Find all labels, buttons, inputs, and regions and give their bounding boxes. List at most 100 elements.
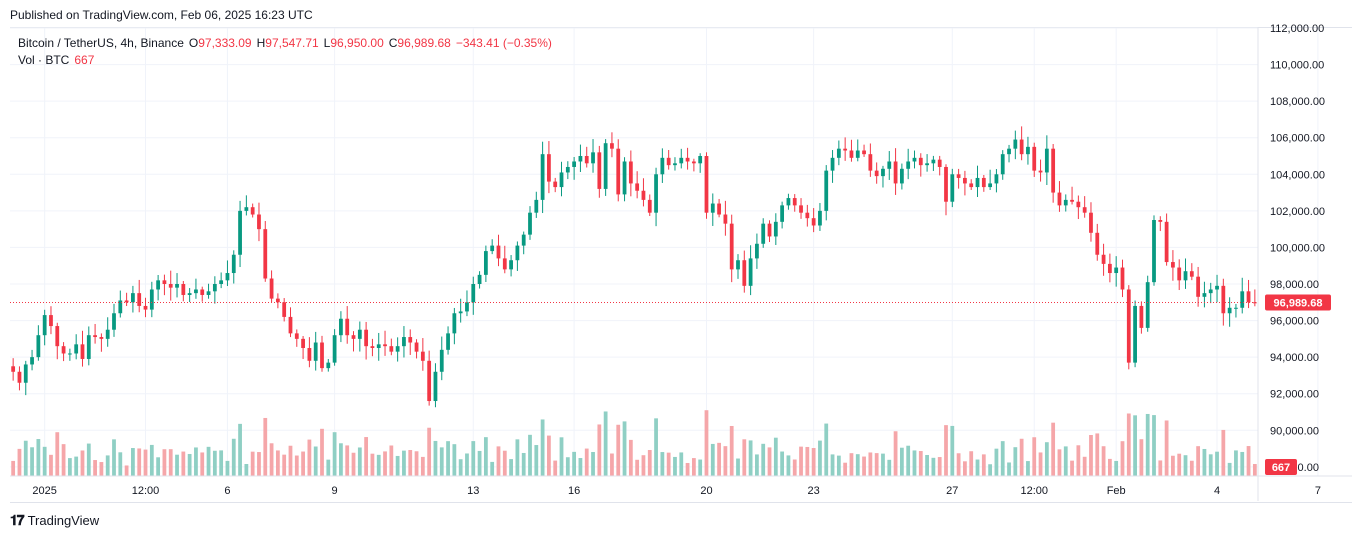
x-tick-label: 12:00: [132, 485, 160, 497]
candle-body: [118, 300, 123, 314]
volume-bar: [149, 444, 154, 476]
volume-bar: [944, 425, 948, 476]
candle-body: [717, 203, 721, 215]
candle-body: [899, 168, 904, 184]
candle-body: [74, 344, 79, 354]
candle-body: [181, 284, 186, 295]
candle-body: [1026, 146, 1030, 155]
volume-bar: [988, 464, 993, 476]
volume-bar: [1252, 464, 1257, 476]
tradingview-logo-icon: 𝟏𝟕: [10, 512, 25, 528]
candle-body: [584, 156, 589, 164]
x-tick-label: 20: [700, 485, 712, 497]
candle-body: [301, 338, 305, 348]
footer[interactable]: 𝟏𝟕 TradingView: [10, 512, 99, 529]
candle-body: [818, 210, 822, 226]
candle-body: [439, 349, 444, 372]
open-label: O: [188, 36, 199, 50]
low-value: 96,950.00: [330, 36, 384, 50]
volume-bar: [937, 457, 942, 476]
candle-body: [1107, 263, 1112, 274]
volume-bar: [414, 451, 419, 476]
volume-bar: [345, 445, 350, 476]
candle-body: [376, 344, 381, 348]
candle-body: [502, 258, 507, 270]
candle-body: [1189, 271, 1194, 277]
candle-body: [86, 335, 91, 359]
y-tick-label: 106,000.00: [1270, 133, 1325, 145]
volume-bar: [326, 459, 331, 476]
volume-bar: [452, 444, 457, 476]
x-tick-label: Feb: [1107, 485, 1126, 497]
candle-body: [918, 157, 923, 166]
volume-bar: [357, 447, 362, 476]
candle-body: [465, 302, 469, 312]
candle-body: [1038, 170, 1043, 173]
volume-bar: [773, 437, 778, 476]
volume-label: Vol · BTC: [18, 53, 70, 67]
volume-bar: [811, 448, 816, 476]
candle-body: [263, 229, 268, 279]
y-tick-label: 96,000.00: [1270, 316, 1319, 328]
volume-bar: [1158, 460, 1163, 476]
high-value: 97,547.71: [265, 36, 319, 50]
candle-body: [1196, 276, 1201, 297]
volume-bar: [515, 439, 520, 476]
candle-body: [49, 315, 53, 327]
volume-bar: [263, 417, 268, 476]
volume-bar: [383, 451, 387, 476]
candle-body: [30, 357, 34, 365]
volume-bar: [868, 452, 873, 476]
volume-bar: [780, 451, 785, 476]
volume-bar: [1120, 441, 1125, 476]
close-value: 96,989.68: [397, 36, 451, 50]
candle-body: [446, 333, 450, 350]
volume-bar: [691, 458, 696, 476]
volume-bar: [1152, 415, 1156, 476]
candle-body: [1126, 289, 1131, 363]
candle-body: [1000, 154, 1005, 175]
volume-bar: [465, 453, 469, 476]
candle-body: [937, 159, 942, 167]
volume-bar: [395, 455, 400, 476]
candle-body: [61, 346, 66, 354]
candle-body: [666, 157, 671, 166]
volume-bars: [11, 410, 1257, 476]
candle-body: [257, 214, 261, 230]
candle-body: [351, 335, 356, 339]
volume-bar: [603, 411, 608, 476]
candle-body: [1133, 305, 1137, 363]
volume-bar: [584, 448, 589, 476]
candle-body: [881, 168, 885, 177]
candle-body: [206, 291, 211, 295]
volume-bar: [767, 447, 772, 476]
volume-bar: [899, 447, 904, 476]
volume-bar: [439, 447, 444, 476]
volume-bar: [981, 454, 986, 476]
candle-body: [1057, 192, 1062, 206]
volume-bar: [748, 440, 753, 476]
candle-body: [55, 326, 60, 347]
candle-body: [603, 143, 608, 189]
volume-bar: [250, 451, 255, 476]
volume-bar: [1215, 451, 1219, 476]
candle-body: [383, 344, 387, 347]
volume-bar: [1070, 460, 1074, 476]
x-tick-label: 23: [808, 485, 820, 497]
candle-body: [408, 337, 413, 343]
candle-body: [225, 273, 230, 281]
volume-bar: [402, 450, 406, 476]
candle-body: [1120, 267, 1125, 290]
volume-bar: [805, 446, 810, 476]
chart-legend: Bitcoin / TetherUS, 4h, Binance O97,333.0…: [18, 35, 552, 69]
volume-bar: [320, 428, 324, 476]
volume-bar: [420, 456, 425, 476]
candle-body: [1227, 307, 1232, 314]
volume-bar: [622, 421, 627, 476]
x-tick-label: 13: [467, 485, 479, 497]
volume-bar: [194, 447, 198, 476]
candle-body: [1082, 207, 1087, 213]
candle-body: [862, 150, 866, 155]
volume-bar: [446, 441, 450, 476]
